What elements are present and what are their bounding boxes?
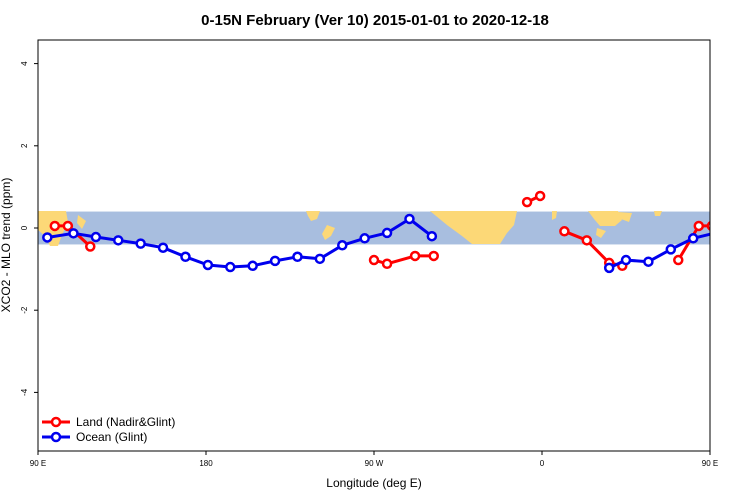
- series-1-point-0-8: [225, 261, 236, 273]
- series-1-point-1-2: [643, 256, 654, 267]
- series-1-point-0-4: [135, 238, 146, 249]
- series-1-point-0-1: [68, 228, 79, 239]
- y-tick-label-4: 4: [20, 61, 29, 66]
- series-1-point-1-1: [620, 254, 632, 266]
- map-band: [38, 211, 710, 246]
- x-tick-label-0: 90 E: [30, 459, 46, 468]
- series-1-point-0-2: [90, 231, 102, 243]
- series-layer: [42, 190, 742, 274]
- series-1-point-1-6: [734, 232, 742, 240]
- legend-marker-0: [50, 416, 62, 428]
- series-1-point-1-3: [665, 244, 677, 255]
- land-mass-2: [77, 215, 86, 229]
- land-mass-3: [306, 211, 320, 221]
- series-1-point-0-16: [404, 213, 415, 225]
- series-0-point-3-1: [581, 235, 593, 246]
- y-tick-label-2: 0: [20, 225, 29, 230]
- x-tick-label-2: 90 W: [365, 459, 384, 468]
- series-1-point-1-0: [603, 262, 615, 274]
- chart-title: 0-15N February (Ver 10) 2015-01-01 to 20…: [201, 12, 549, 29]
- series-1-point-0-5: [157, 242, 169, 253]
- x-axis: 90 E 180 90 W 0 90 E: [30, 451, 718, 468]
- series-0-point-1-0: [368, 254, 380, 266]
- series-0-point-0-0: [49, 220, 61, 232]
- series-0-point-4-0: [673, 254, 684, 266]
- series-1-point-0-9: [247, 260, 258, 272]
- series-1-point-0-11: [292, 251, 303, 263]
- series-1-point-0-13: [337, 240, 348, 251]
- legend: Land (Nadir&Glint)Ocean (Glint): [42, 415, 175, 444]
- x-axis-label: Longitude (deg E): [326, 476, 421, 490]
- y-tick-label-0: -4: [20, 388, 29, 396]
- land-mass-6: [552, 211, 557, 220]
- series-0-point-1-1: [381, 258, 393, 270]
- series-1-point-0-17: [426, 230, 438, 242]
- series-1-point-0-12: [314, 253, 326, 265]
- land-mass-8: [618, 212, 632, 222]
- land-mass-7: [588, 211, 622, 226]
- land-mass-10: [654, 211, 662, 216]
- series-0-point-4-3: [730, 242, 738, 250]
- series-0-point-1-3: [428, 250, 439, 262]
- series-1-point-1-5: [712, 229, 720, 237]
- series-1-line-1: [608, 232, 710, 270]
- series-1-point-0-14: [359, 233, 370, 244]
- series-1-point-0-3: [113, 235, 124, 246]
- series-1-point-0-6: [180, 251, 191, 263]
- series-0-point-0-1: [62, 220, 74, 232]
- y-tick-label-3: 2: [20, 143, 29, 148]
- series-0-line-1: [373, 254, 434, 266]
- series-0-point-2-1: [534, 190, 546, 202]
- land-mass-9: [596, 228, 606, 238]
- series-0-point-3-0: [559, 226, 570, 237]
- legend-label-1: Ocean (Glint): [76, 430, 147, 444]
- series-1-point-0-0: [42, 232, 53, 243]
- series-1-point-0-15: [381, 227, 393, 239]
- series-0-point-4-1: [693, 220, 705, 232]
- y-axis-label: XCO2 - MLO trend (ppm): [0, 178, 13, 313]
- x-tick-label-4: 90 E: [702, 459, 718, 468]
- series-0-point-1-2: [409, 250, 421, 262]
- series-0-point-0-2: [85, 241, 96, 252]
- series-1-point-0-10: [269, 255, 281, 267]
- series-0-line-4: [677, 224, 710, 261]
- land-mass-4: [322, 225, 335, 240]
- x-tick-label-3: 0: [540, 459, 545, 468]
- legend-label-0: Land (Nadir&Glint): [76, 415, 175, 429]
- x-tick-label-1: 180: [199, 459, 213, 468]
- y-axis: -4 -2 0 2 4: [20, 61, 38, 396]
- y-tick-label-1: -2: [20, 306, 29, 314]
- series-0-point-2-0: [521, 196, 533, 208]
- land-mass-5: [430, 211, 517, 244]
- series-1-point-1-4: [687, 233, 699, 244]
- series-0-point-4-2: [706, 221, 710, 231]
- legend-marker-1: [50, 431, 62, 443]
- series-1-point-0-7: [202, 259, 214, 271]
